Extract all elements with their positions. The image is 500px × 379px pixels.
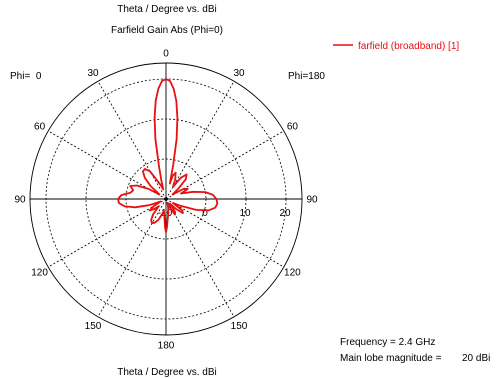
radial-tick-label-neg10: -10 <box>158 208 173 219</box>
chart-subtitle: Farfield Gain Abs (Phi=0) <box>111 25 223 36</box>
angle-tick-label-90-right: 90 <box>306 195 318 206</box>
grid-spoke-30 <box>165 81 235 200</box>
radial-tick-label-0: 0 <box>202 208 208 219</box>
grid-spoke-210 <box>97 198 167 317</box>
main-lobe-label: Main lobe magnitude = <box>340 353 442 364</box>
angle-tick-label-90-left: 90 <box>14 195 26 206</box>
series-line-farfield-0 <box>117 78 219 234</box>
axis-caption: Theta / Degree vs. dBi <box>117 367 217 378</box>
phi-left-label: Phi= 0 <box>10 71 42 82</box>
grid-spoke-150 <box>165 198 235 317</box>
grid-spoke-300 <box>48 130 167 200</box>
angle-tick-label-30-right: 30 <box>233 68 245 79</box>
legend: farfield (broadband) [1] <box>333 41 459 52</box>
grid-spoke-60 <box>165 130 284 200</box>
polar-grid <box>29 62 303 336</box>
tick-labels: 0 30 30 60 60 90 90 120 120 150 150 180 -10 0 10 20 <box>14 49 318 352</box>
chart-title: Theta / Degree vs. dBi <box>117 4 217 15</box>
angle-tick-label-60-left: 60 <box>34 122 46 133</box>
radial-tick-label-10: 10 <box>239 208 251 219</box>
angle-tick-label-150-left: 150 <box>85 321 102 332</box>
series-layer <box>117 78 219 234</box>
angle-tick-label-0: 0 <box>163 49 169 60</box>
frequency-annotation: Frequency = 2.4 GHz <box>340 337 435 348</box>
phi-right-label: Phi=180 <box>288 71 325 82</box>
angle-tick-label-120-left: 120 <box>31 268 48 279</box>
grid-spoke-120 <box>165 198 284 268</box>
grid-spoke-330 <box>97 81 167 200</box>
angle-tick-label-150-right: 150 <box>231 321 248 332</box>
angle-tick-label-30-left: 30 <box>87 68 99 79</box>
angle-tick-label-60-right: 60 <box>287 122 299 133</box>
main-lobe-value: 20 dBi <box>462 353 490 364</box>
grid-spoke-240 <box>48 198 167 268</box>
legend-label: farfield (broadband) [1] <box>358 41 459 52</box>
angle-tick-label-180: 180 <box>158 341 175 352</box>
angle-tick-label-120-right: 120 <box>284 268 301 279</box>
radial-tick-label-20: 20 <box>279 208 291 219</box>
